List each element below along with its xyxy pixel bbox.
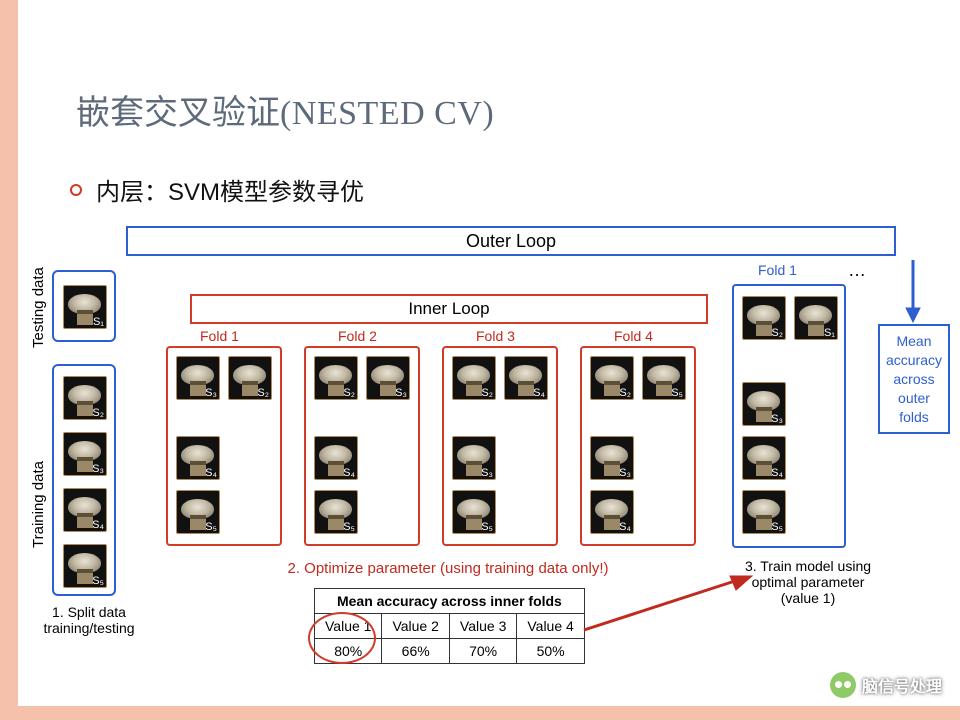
brain-tile: S₃ xyxy=(366,356,410,400)
brain-s3-train: S₃ xyxy=(63,432,107,476)
nested-cv-diagram: Outer Loop Testing data Training data S₁… xyxy=(18,208,960,706)
brain-tile: S₂ xyxy=(314,356,358,400)
outer-fold1-box: S₂ S₁ S₃ S₄ S₅ xyxy=(732,284,846,548)
brain-tile: S₄ xyxy=(176,436,220,480)
inner-fold-label: Fold 4 xyxy=(614,328,653,344)
training-data-label: Training data xyxy=(30,461,47,548)
brain-tile: S₃ xyxy=(176,356,220,400)
brain-tile: S₅ xyxy=(642,356,686,400)
inner-fold-label: Fold 1 xyxy=(200,328,239,344)
brain-tile: S₃ xyxy=(590,436,634,480)
left-testing-box: S₁ xyxy=(52,270,116,342)
watermark-text: 脑信号处理 xyxy=(862,673,942,697)
of1-s2: S₂ xyxy=(742,296,786,340)
watermark: 脑信号处理 xyxy=(830,672,942,698)
brain-tile: S₄ xyxy=(314,436,358,480)
table-header: Mean accuracy across inner folds xyxy=(315,589,585,614)
brain-tile: S₄ xyxy=(590,490,634,534)
brain-tile: S₄ xyxy=(504,356,548,400)
of1-s4: S₄ xyxy=(742,436,786,480)
inner-fold-box: S₃S₂S₄ S₅ xyxy=(166,346,282,546)
left-training-box: S₂ S₃ S₄ S₅ xyxy=(52,364,116,596)
brain-tile: S₂ xyxy=(590,356,634,400)
title-zh: 嵌套交叉验证 xyxy=(76,95,280,132)
brain-s1-test: S₁ xyxy=(63,285,107,329)
outer-loop-label: Outer Loop xyxy=(128,228,894,254)
slide-frame-bottom xyxy=(0,706,960,720)
brain-tile: S₂ xyxy=(452,356,496,400)
brain-tile: S₅ xyxy=(452,490,496,534)
bullet-row: 内层：SVM模型参数寻优 xyxy=(70,172,960,207)
inner-fold-box: S₂S₄S₃ S₅ xyxy=(442,346,558,546)
mean-accuracy-box: Mean accuracy across outer folds xyxy=(878,324,950,434)
bullet-icon xyxy=(70,184,82,196)
slide-title: 嵌套交叉验证(NESTED CV) xyxy=(76,85,960,134)
wechat-icon xyxy=(830,672,856,698)
outer-loop-box: Outer Loop xyxy=(126,226,896,256)
arrow-outer-to-mean xyxy=(898,258,928,324)
ellipsis: … xyxy=(848,260,866,281)
brain-tile: S₂ xyxy=(228,356,272,400)
slide-frame-left xyxy=(0,0,18,720)
caption-split: 1. Split data training/testing xyxy=(24,604,154,636)
brain-s4-train: S₄ xyxy=(63,488,107,532)
inner-fold-label: Fold 2 xyxy=(338,328,377,344)
outer-fold1-label: Fold 1 xyxy=(758,262,797,278)
brain-s2-train: S₂ xyxy=(63,376,107,420)
bullet-text: 内层：SVM模型参数寻优 xyxy=(96,172,364,207)
brain-tile: S₅ xyxy=(176,490,220,534)
inner-fold-label: Fold 3 xyxy=(476,328,515,344)
inner-loop-box: Inner Loop xyxy=(190,294,708,324)
inner-fold-box: S₂S₅S₃ S₄ xyxy=(580,346,696,546)
brain-s5-train: S₅ xyxy=(63,544,107,588)
brain-tile: S₃ xyxy=(452,436,496,480)
of1-s5: S₅ xyxy=(742,490,786,534)
brain-tile: S₅ xyxy=(314,490,358,534)
value1-circle xyxy=(308,612,376,664)
title-en: (NESTED CV) xyxy=(280,95,494,132)
of1-s1: S₁ xyxy=(794,296,838,340)
testing-data-label: Testing data xyxy=(30,267,47,348)
arrow-value1-to-fold xyxy=(578,568,758,638)
inner-fold-box: S₂S₃S₄ S₅ xyxy=(304,346,420,546)
of1-s3: S₃ xyxy=(742,382,786,426)
